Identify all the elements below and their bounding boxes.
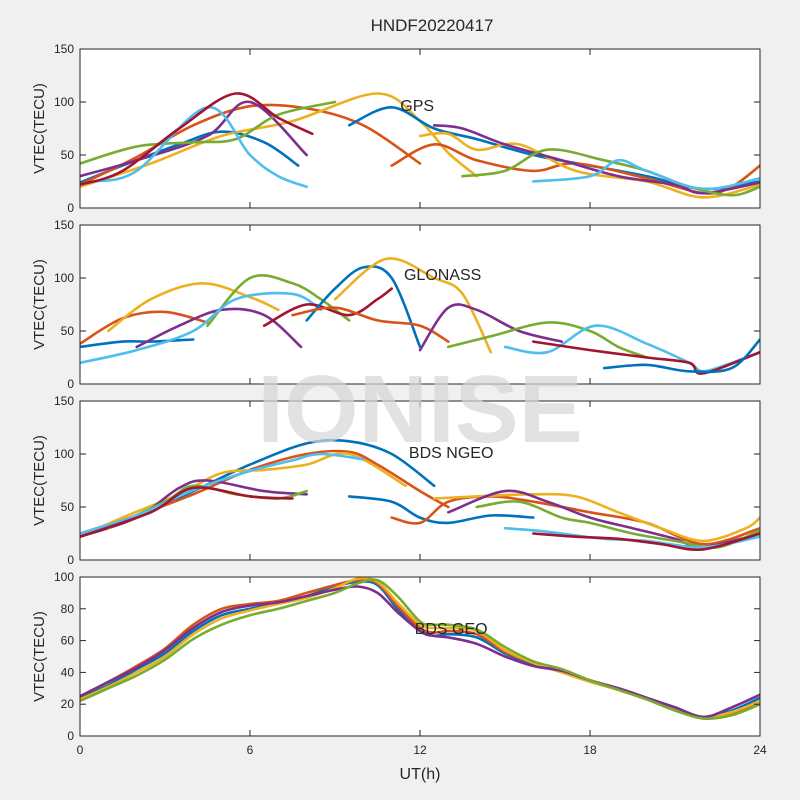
series-line (532, 532, 760, 552)
panels: 0 50 100 150 VTEC(TECU) GPS 0 50 100 150 VTEC(TECU… (31, 42, 767, 757)
y-tick-label: 100 (54, 271, 74, 285)
series-line (135, 307, 303, 349)
y-tick-label: 100 (54, 570, 74, 584)
figure-title: HNDF20220417 (371, 16, 494, 35)
series-line (432, 124, 760, 195)
series-line (347, 495, 535, 525)
series-line (80, 585, 760, 719)
series-line (80, 486, 294, 538)
series-line (92, 105, 308, 189)
series-line (532, 158, 760, 191)
y-axis-label: VTEC(TECU) (31, 435, 48, 526)
series-line (80, 100, 337, 165)
series-line (390, 495, 760, 546)
series-line (80, 92, 478, 189)
y-tick-label: 100 (54, 447, 74, 461)
series-line (80, 452, 408, 538)
y-tick-label: 50 (61, 324, 75, 338)
series-line (291, 306, 450, 343)
series-line (80, 92, 314, 186)
panel-annotation: BDS NGEO (409, 445, 493, 462)
series-line (333, 257, 493, 354)
y-tick-label: 60 (61, 634, 75, 648)
series-group (80, 257, 760, 375)
panel-4: 0 20 40 60 80 100 0 6 12 18 24 VTEC(TECU) BDS GEO (31, 570, 767, 757)
y-tick-label: 50 (61, 500, 75, 514)
x-tick-label: 18 (583, 743, 597, 757)
x-tick-label: 24 (753, 743, 767, 757)
x-tick-label: 0 (77, 743, 84, 757)
series-line (80, 100, 308, 178)
series-line (461, 148, 760, 197)
panel-3: 0 50 100 150 VTEC(TECU) BDS NGEO (31, 394, 761, 567)
series-line (80, 291, 323, 365)
y-tick-label: 0 (67, 201, 74, 215)
x-axis-label: UT(h) (400, 766, 441, 783)
axes-background (80, 577, 760, 736)
panel-annotation: GPS (400, 98, 434, 115)
y-axis-label: VTEC(TECU) (31, 259, 48, 350)
y-tick-label: 150 (54, 394, 74, 408)
series-line (447, 321, 648, 359)
series-line (418, 131, 760, 199)
series-line (262, 287, 393, 327)
series-line (80, 452, 365, 535)
panel-annotation: GLONASS (404, 267, 481, 284)
series-group (80, 92, 760, 199)
y-tick-label: 0 (67, 729, 74, 743)
series-line (432, 492, 760, 543)
series-line (107, 281, 280, 333)
series-group (80, 438, 760, 552)
series-line (80, 578, 760, 720)
series-line (206, 274, 351, 327)
x-tick-label: 12 (413, 743, 427, 757)
series-line (80, 338, 195, 349)
panel-2: 0 50 100 150 VTEC(TECU) GLONASS (31, 218, 761, 391)
series-line (80, 103, 422, 186)
y-tick-label: 100 (54, 95, 74, 109)
y-tick-label: 0 (67, 377, 74, 391)
watermark: IONISE (257, 356, 582, 463)
panel-annotation: BDS GEO (415, 621, 488, 638)
y-tick-label: 150 (54, 218, 74, 232)
y-tick-label: 0 (67, 553, 74, 567)
series-line (602, 338, 760, 374)
series-group (80, 577, 760, 720)
series-line (80, 310, 209, 345)
y-tick-label: 80 (61, 602, 75, 616)
y-axis-label: VTEC(TECU) (31, 83, 48, 174)
y-tick-label: 50 (61, 148, 75, 162)
y-axis-label: VTEC(TECU) (31, 611, 48, 702)
y-tick-label: 40 (61, 665, 75, 679)
series-line (418, 303, 563, 352)
x-tick-label: 6 (247, 743, 254, 757)
y-tick-label: 20 (61, 697, 75, 711)
series-line (305, 265, 422, 349)
panel-1: 0 50 100 150 VTEC(TECU) GPS (31, 42, 761, 215)
y-tick-label: 150 (54, 42, 74, 56)
